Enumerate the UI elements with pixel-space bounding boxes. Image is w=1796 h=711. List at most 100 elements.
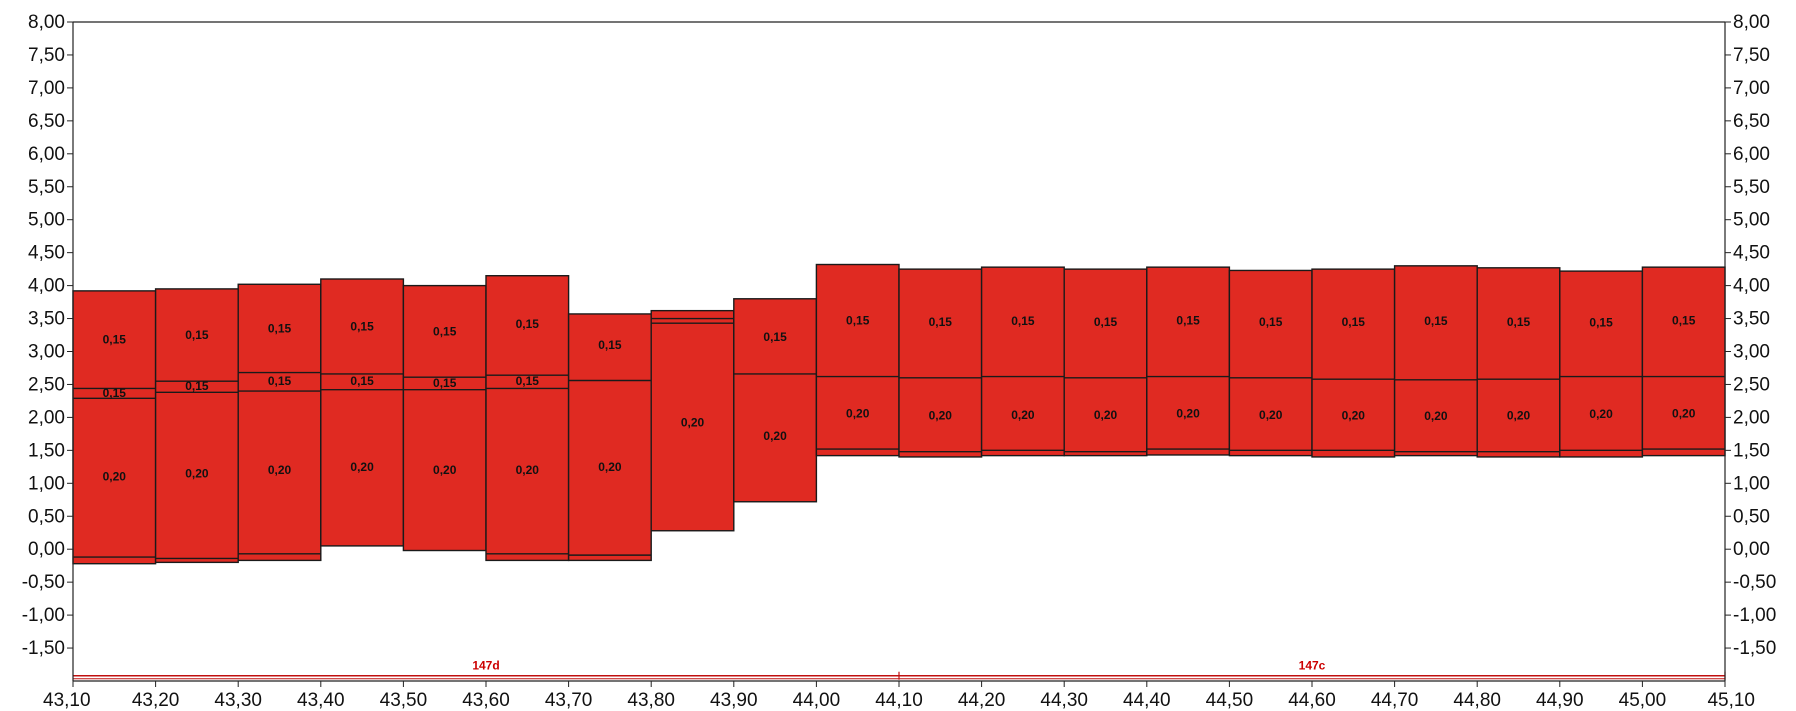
thickness-label-4-1: 0,15	[433, 376, 457, 390]
y-tick-label-right-9: 3,50	[1733, 309, 1770, 330]
thickness-label-13-0: 0,20	[1176, 406, 1200, 420]
layer-bar-10	[898, 268, 983, 458]
y-tick-label-right-6: 5,00	[1733, 210, 1770, 231]
x-tick-label-5: 43,60	[462, 690, 510, 711]
thickness-label-15-0: 0,20	[1342, 408, 1366, 422]
y-tick-label-left-15: 0,50	[28, 506, 65, 527]
layer-bar-1	[154, 288, 239, 564]
thickness-label-14-1: 0,15	[1259, 315, 1283, 329]
y-tick-label-left-3: 6,50	[28, 111, 65, 132]
y-tick-label-left-1: 7,50	[28, 45, 65, 66]
thickness-label-0-2: 0,15	[103, 333, 127, 347]
y-tick-label-left-12: 2,00	[28, 407, 65, 428]
thickness-label-4-0: 0,20	[433, 463, 457, 477]
x-tick-label-10: 44,10	[875, 690, 923, 711]
x-tick-label-8: 43,90	[710, 690, 758, 711]
y-tick-label-left-19: -1,50	[22, 638, 65, 659]
y-tick-label-left-8: 4,00	[28, 276, 65, 297]
x-tick-label-16: 44,70	[1371, 690, 1419, 711]
y-tick-label-right-13: 1,50	[1733, 440, 1770, 461]
y-tick-label-right-18: -1,00	[1733, 605, 1776, 626]
thickness-label-7-0: 0,20	[681, 416, 705, 430]
x-tick-label-17: 44,80	[1453, 690, 1501, 711]
thickness-label-5-0: 0,20	[516, 463, 540, 477]
thickness-label-3-1: 0,15	[350, 374, 374, 388]
thickness-label-19-1: 0,15	[1672, 314, 1696, 328]
layer-bar-3	[320, 278, 405, 547]
x-tick-label-2: 43,30	[214, 690, 262, 711]
thickness-label-5-2: 0,15	[516, 317, 540, 331]
thickness-label-1-1: 0,15	[185, 379, 209, 393]
x-tick-label-18: 44,90	[1536, 690, 1584, 711]
thickness-label-10-1: 0,15	[929, 315, 953, 329]
thickness-label-1-0: 0,20	[185, 466, 209, 480]
layer-bar-14	[1228, 269, 1313, 457]
y-tick-label-right-11: 2,50	[1733, 374, 1770, 395]
thickness-label-2-2: 0,15	[268, 321, 292, 335]
y-tick-label-left-18: -1,00	[22, 605, 65, 626]
thickness-label-2-1: 0,15	[268, 374, 292, 388]
y-tick-label-left-4: 6,00	[28, 144, 65, 165]
thickness-label-3-2: 0,15	[350, 319, 374, 333]
thickness-label-10-0: 0,20	[929, 408, 953, 422]
y-tick-label-right-10: 3,00	[1733, 342, 1770, 363]
y-tick-label-left-10: 3,00	[28, 342, 65, 363]
y-tick-label-right-14: 1,00	[1733, 473, 1770, 494]
y-tick-label-left-9: 3,50	[28, 309, 65, 330]
layer-bar-12	[1063, 268, 1148, 457]
thickness-label-0-0: 0,20	[103, 470, 127, 484]
layer-bar-6	[567, 313, 652, 562]
layer-bar-7	[650, 309, 735, 532]
y-tick-label-right-17: -0,50	[1733, 572, 1776, 593]
x-tick-label-14: 44,50	[1206, 690, 1254, 711]
y-tick-label-right-8: 4,00	[1733, 276, 1770, 297]
x-tick-label-13: 44,40	[1123, 690, 1171, 711]
thickness-label-8-0: 0,20	[763, 429, 787, 443]
layer-bar-9	[815, 263, 900, 457]
x-tick-label-0: 43,10	[43, 690, 91, 711]
y-tick-label-right-5: 5,50	[1733, 177, 1770, 198]
thickness-label-1-2: 0,15	[185, 328, 209, 342]
layer-bar-0	[72, 290, 157, 565]
thickness-label-16-1: 0,15	[1424, 314, 1448, 328]
thickness-label-12-1: 0,15	[1094, 315, 1118, 329]
thickness-label-13-1: 0,15	[1176, 314, 1200, 328]
y-tick-label-left-17: -0,50	[22, 572, 65, 593]
layer-bar-18	[1559, 270, 1644, 458]
section-band-layer: 147d 147c	[73, 659, 1726, 680]
layer-bar-11	[980, 266, 1065, 457]
y-tick-label-right-7: 4,50	[1733, 243, 1770, 264]
y-tick-label-left-14: 1,00	[28, 473, 65, 494]
y-tick-label-right-3: 6,50	[1733, 111, 1770, 132]
thickness-label-18-0: 0,20	[1589, 407, 1613, 421]
thickness-label-12-0: 0,20	[1094, 408, 1118, 422]
layer-bar-8	[733, 298, 818, 503]
thickness-label-2-0: 0,20	[268, 463, 292, 477]
y-tick-label-right-1: 7,50	[1733, 45, 1770, 66]
thickness-label-14-0: 0,20	[1259, 408, 1283, 422]
thickness-label-17-1: 0,15	[1507, 315, 1531, 329]
x-tick-label-7: 43,80	[627, 690, 675, 711]
thickness-label-19-0: 0,20	[1672, 406, 1696, 420]
x-tick-label-11: 44,20	[958, 690, 1006, 711]
bars-layer: 0,20 0,15 0,15 0,20 0,15 0,15 0,20 0,15 0,15 0,20…	[72, 263, 1726, 565]
y-tick-label-left-11: 2,50	[28, 374, 65, 395]
thickness-label-5-1: 0,15	[516, 374, 540, 388]
thickness-label-0-1: 0,15	[103, 386, 127, 400]
layer-bar-5	[485, 275, 570, 562]
y-tick-label-right-16: 0,00	[1733, 539, 1770, 560]
thickness-label-18-1: 0,15	[1589, 316, 1613, 330]
thickness-label-6-1: 0,15	[598, 338, 622, 352]
thickness-label-4-2: 0,15	[433, 325, 457, 339]
thickness-label-11-0: 0,20	[1011, 408, 1035, 422]
x-tick-label-15: 44,60	[1288, 690, 1336, 711]
section-label-1: 147c	[1299, 659, 1326, 673]
thickness-label-15-1: 0,15	[1342, 315, 1366, 329]
thickness-label-11-1: 0,15	[1011, 314, 1035, 328]
x-tick-label-6: 43,70	[545, 690, 593, 711]
y-tick-label-left-16: 0,00	[28, 539, 65, 560]
thickness-label-9-1: 0,15	[846, 314, 870, 328]
axes-layer: 8,00 8,00 7,50 7,50 7,00 7,00 6,50 6,50 6,00 6,00…	[22, 12, 1777, 711]
y-tick-label-right-19: -1,50	[1733, 638, 1776, 659]
